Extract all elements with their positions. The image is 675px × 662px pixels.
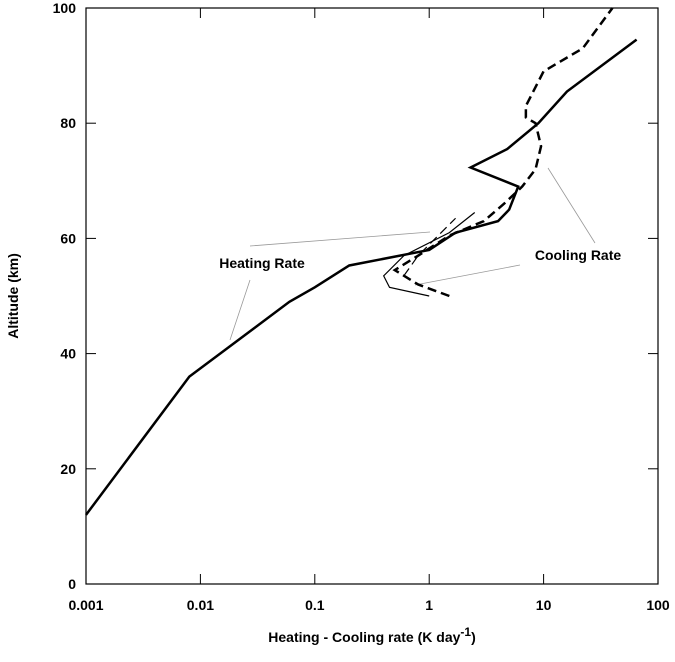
x-label-text: Heating - Cooling rate (K day (268, 629, 460, 645)
annotation: Heating Rate (219, 255, 305, 271)
annotation: Cooling Rate (535, 247, 622, 263)
leader (229, 231, 431, 341)
data-line (382, 212, 476, 297)
y-tick-label: 60 (60, 230, 76, 246)
y-tick-label: 80 (60, 115, 76, 131)
x-tick-label: 100 (646, 597, 670, 613)
plot-frame (85, 7, 659, 585)
x-label-end: ) (471, 629, 476, 645)
y-tick-label: 100 (53, 0, 77, 16)
x-axis-label: Heating - Cooling rate (K day-1) (268, 625, 475, 645)
leader (414, 167, 596, 286)
y-axis-label: Altitude (km) (5, 253, 21, 339)
x-tick-label: 10 (536, 597, 552, 613)
x-tick-label: 0.1 (305, 597, 325, 613)
y-tick-label: 0 (68, 576, 76, 592)
x-label-sup: -1 (460, 625, 471, 639)
data-line (84, 38, 638, 516)
data-line (392, 7, 614, 298)
annotation-leaders (229, 167, 596, 341)
x-tick-label: 0.01 (187, 597, 214, 613)
y-tick-label: 20 (60, 461, 76, 477)
x-tick-label: 1 (425, 597, 433, 613)
y-tick-label: 40 (60, 346, 76, 362)
x-tick-label: 0.001 (68, 597, 103, 613)
